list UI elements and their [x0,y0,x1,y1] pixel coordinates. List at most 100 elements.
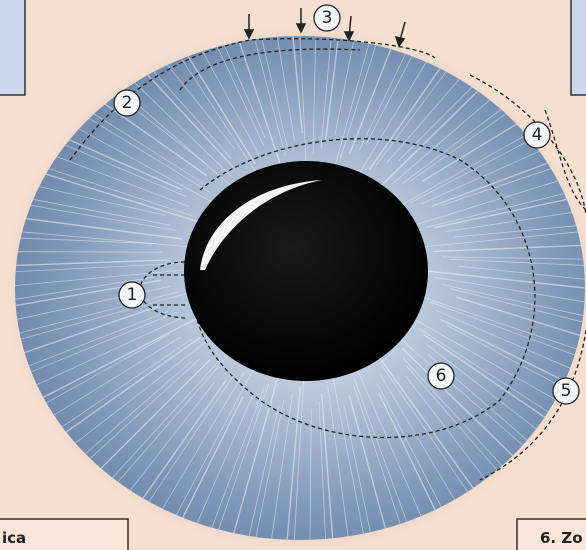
fiber [402,357,503,467]
arrow [343,15,355,42]
fiber [426,270,585,289]
fiber [142,379,227,499]
fiber [309,408,312,540]
fiber [359,53,406,150]
fiber [405,375,486,480]
fiber [401,347,514,457]
fiber [435,309,571,369]
marker-number: 6 [436,366,447,386]
fiber [425,343,537,430]
fiber [261,38,289,149]
fiber [446,324,563,388]
fiber [182,396,244,519]
fiber [401,134,527,206]
fiber [456,296,581,337]
fiber [129,381,216,491]
arrow [243,14,255,40]
fiber [238,41,281,165]
caption-box [0,518,129,550]
fiber [430,301,575,356]
fiber [15,276,154,300]
fiber [410,113,507,182]
marker-circle [313,4,341,32]
fiber [312,36,317,156]
caption: 6. Zo [540,529,583,547]
fiber [196,392,255,524]
fiber [377,392,436,511]
fiber [386,78,460,163]
fiber [22,231,189,248]
fiber [368,68,441,171]
zone-line [150,274,185,306]
fiber [343,404,371,533]
fiber [423,231,578,248]
fiber [441,256,584,260]
fiber [181,58,257,173]
caption-box [516,518,586,550]
fiber [233,376,279,534]
fiber [65,144,187,198]
fiber [42,317,198,398]
fiber [398,86,473,162]
fiber [286,386,301,540]
fiber [38,186,167,216]
fiber [147,74,234,168]
marker-circle [552,377,580,405]
fiber [69,139,183,191]
marker-circle [523,121,551,149]
fiber [324,38,339,142]
fiber [112,358,222,479]
fiber [56,156,190,208]
fiber [353,378,408,522]
iris-fibers [15,36,585,540]
arrows [243,8,406,48]
fiber [148,375,234,502]
caption: ica [2,529,26,547]
fiber [414,318,556,400]
fiber [104,103,208,177]
fiber [441,284,584,316]
fiber [332,377,364,534]
fiber [379,374,455,500]
fiber [402,109,502,184]
fiber [348,395,387,529]
marker-circle [113,89,141,117]
fiber [175,368,254,516]
zone-line [544,109,586,211]
fiber [440,318,566,382]
fiber [377,384,442,508]
zone-line [69,38,436,161]
zone-line [194,138,536,439]
fiber [434,198,567,229]
pupil-reflection [200,180,322,270]
fiber [45,173,199,223]
arrow [295,8,307,34]
side-box [570,0,586,96]
fiber [327,385,349,537]
fiber [211,388,265,528]
marker-number: 1 [127,285,138,305]
pupil [184,161,428,381]
fiber [36,315,188,386]
fiber [334,40,355,136]
fiber [320,393,334,539]
fiber [30,204,177,231]
fiber [217,46,265,147]
fiber [187,55,256,165]
arrow [394,21,406,48]
fiber [61,338,192,428]
fiber [223,44,266,139]
fiber [75,337,212,444]
fiber [432,244,581,253]
fiber [15,269,186,286]
fiber [400,338,524,446]
fiber [450,258,584,266]
fiber [454,225,577,238]
fiber [423,296,577,350]
fiber [65,336,201,433]
fiber [254,39,286,157]
fiber [33,199,171,226]
fiber [255,400,285,538]
